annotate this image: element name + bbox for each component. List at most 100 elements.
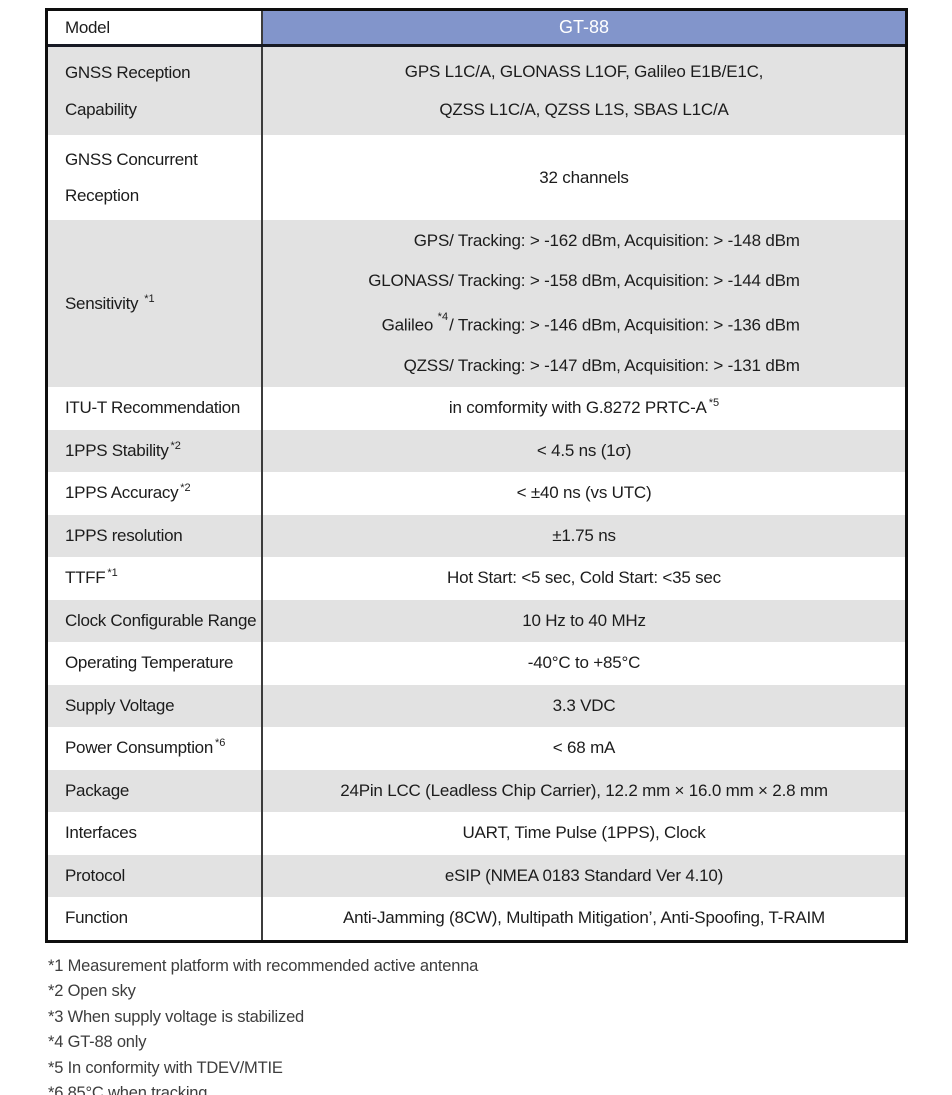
spec-value-cell: eSIP (NMEA 0183 Standard Ver 4.10) (263, 855, 905, 898)
spec-name-text: Protocol (65, 865, 125, 885)
spec-name-cell: Package (48, 769, 263, 812)
row-clock-configurable-range: Clock Configurable Range 10 Hz to 40 MHz (48, 599, 905, 642)
spec-name-text: 1PPS Stability (65, 440, 169, 460)
spec-name-cell: Interfaces (48, 812, 263, 855)
footnote-5: *5 In conformity with TDEV/MTIE (48, 1058, 283, 1077)
spec-name-text: GNSS Reception Capability (65, 63, 191, 119)
spec-value-text: in comformity with G.8272 PRTC-A (448, 398, 707, 418)
spec-name-text: Interfaces (65, 823, 137, 843)
galileo-line-post: / Tracking: > -146 dBm, Acquisition: > -… (449, 315, 800, 335)
spec-value-text: 10 Hz to 40 MHz (522, 610, 646, 630)
spec-value-text: < 4.5 ns (1σ) (536, 440, 632, 460)
footnote-2: *2 Open sky (48, 982, 136, 1000)
spec-name-cell: 1PPS Stability *2 (48, 429, 263, 472)
spec-value-cell: Anti-Jamming (8CW), Multipath Mitigation… (263, 897, 905, 940)
row-1pps-accuracy: 1PPS Accuracy *2 < ±40 ns (vs UTC) (48, 472, 905, 515)
spec-value-text: 24Pin LCC (Leadless Chip Carrier), 12.2 … (340, 780, 828, 800)
spec-value-text: eSIP (NMEA 0183 Standard Ver 4.10) (444, 865, 724, 885)
row-ttff: TTFF *1 Hot Start: <5 sec, Cold Start: <3… (48, 557, 905, 600)
spec-name-text: Operating Temperature (65, 653, 234, 673)
spec-name-cell: Power Consumption *6 (48, 727, 263, 770)
spec-name-text: 1PPS resolution (65, 525, 183, 545)
spec-value-text: 32 channels (539, 167, 629, 187)
spec-value-cell: < 68 mA (263, 727, 905, 770)
footnote-ref: *1 (107, 567, 118, 580)
spec-name-text: ITU-T Recommendation (65, 398, 241, 418)
spec-name-cell: Function (48, 897, 263, 940)
footnote-ref: *4 (437, 311, 449, 324)
spec-value-text: UART, Time Pulse (1PPS), Clock (462, 823, 706, 843)
spec-name-text: TTFF (65, 568, 106, 588)
footnote-ref: *2 (180, 482, 191, 495)
sensitivity-qzss-line: QZSS/ Tracking: > -147 dBm, Acquisition:… (403, 355, 800, 375)
spec-name-text: Clock Configurable Range (65, 610, 257, 630)
row-1pps-stability: 1PPS Stability *2 < 4.5 ns (1σ) (48, 429, 905, 472)
footnote-ref: *5 (708, 397, 720, 410)
row-sensitivity: Sensitivity *1 GPS/ Tracking: > -162 dBm,… (48, 220, 905, 387)
spec-value-text: ±1.75 ns (552, 525, 616, 545)
spec-name-text: GNSS Concurrent Reception (65, 149, 198, 205)
spec-value-text: Hot Start: <5 sec, Cold Start: <35 sec (447, 568, 721, 588)
spec-value-cell: in comformity with G.8272 PRTC-A *5 (263, 387, 905, 430)
model-header-label: Model (65, 17, 110, 37)
spec-value-cell: UART, Time Pulse (1PPS), Clock (263, 812, 905, 855)
spec-name-cell: 1PPS resolution (48, 514, 263, 557)
row-itut-recommendation: ITU-T Recommendation in comformity with … (48, 387, 905, 430)
spec-name-cell: GNSS Reception Capability (48, 47, 263, 135)
spec-value-cell: GPS L1C/A, GLONASS L1OF, Galileo E1B/E1C… (263, 47, 905, 135)
row-1pps-resolution: 1PPS resolution ±1.75 ns (48, 514, 905, 558)
spec-name-cell: Supply Voltage (48, 684, 263, 727)
row-interfaces: Interfaces UART, Time Pulse (1PPS), Cloc… (48, 812, 905, 855)
table-header-row: Model GT-88 (48, 11, 905, 47)
spec-value-text: -40°C to +85°C (527, 653, 641, 673)
spec-value-text: 3.3 VDC (552, 695, 616, 715)
spec-value-text: < 68 mA (552, 738, 616, 758)
spec-name-cell: Operating Temperature (48, 642, 263, 685)
spec-value-cell: 32 channels (263, 135, 905, 220)
footnote-1: *1 Measurement platform with recommended… (48, 956, 479, 975)
spec-name-cell: Protocol (48, 854, 263, 897)
spec-value-cell: -40°C to +85°C (263, 642, 905, 685)
row-power-consumption: Power Consumption *6 < 68 mA (48, 727, 905, 770)
spec-name-text: Sensitivity (65, 293, 139, 313)
footnote-6: *6 85°C when tracking (48, 1084, 208, 1095)
row-operating-temperature: Operating Temperature -40°C to +85°C (48, 642, 905, 685)
sensitivity-galileo-line: Galileo *4/ Tracking: > -146 dBm, Acquis… (368, 301, 800, 346)
spec-value-text: Anti-Jamming (8CW), Multipath Mitigation… (343, 908, 825, 928)
footnotes: *1 Measurement platform with recommended… (48, 954, 952, 1095)
spec-name-text: Package (65, 780, 130, 800)
footnote-ref: *1 (144, 292, 155, 305)
spec-name-text: Function (65, 908, 128, 928)
spec-name-text: Supply Voltage (65, 695, 175, 715)
sensitivity-values: GPS/ Tracking: > -162 dBm, Acquisition: … (368, 221, 800, 386)
row-package: Package 24Pin LCC (Leadless Chip Carrier… (48, 769, 905, 813)
spec-name-cell: Clock Configurable Range (48, 599, 263, 642)
spec-name-cell: 1PPS Accuracy *2 (48, 472, 263, 515)
spec-value-text: < ±40 ns (vs UTC) (516, 483, 652, 503)
spec-value-cell: 24Pin LCC (Leadless Chip Carrier), 12.2 … (263, 770, 905, 813)
spec-value-cell: GPS/ Tracking: > -162 dBm, Acquisition: … (263, 220, 905, 387)
galileo-line-pre: Galileo (381, 315, 438, 335)
footnote-4: *4 GT-88 only (48, 1033, 147, 1051)
spec-name-text: 1PPS Accuracy (65, 483, 179, 503)
footnote-3: *3 When supply voltage is stabilized (48, 1007, 305, 1026)
spec-name-cell: GNSS Concurrent Reception (48, 135, 263, 220)
row-gnss-reception-capability: GNSS Reception Capability GPS L1C/A, GLO… (48, 47, 905, 135)
row-protocol: Protocol eSIP (NMEA 0183 Standard Ver 4.… (48, 854, 905, 898)
spec-name-text: Power Consumption (65, 738, 213, 758)
spec-value-cell: < ±40 ns (vs UTC) (263, 472, 905, 515)
spec-value-cell: 3.3 VDC (263, 685, 905, 728)
spec-name-cell: ITU-T Recommendation (48, 387, 263, 430)
spec-value-cell: ±1.75 ns (263, 515, 905, 558)
row-gnss-concurrent-reception: GNSS Concurrent Reception 32 channels (48, 135, 905, 220)
spec-table: Model GT-88 GNSS Reception Capability GP… (45, 8, 908, 943)
row-supply-voltage: Supply Voltage 3.3 VDC (48, 684, 905, 728)
spec-name-cell: TTFF *1 (48, 557, 263, 600)
spec-value-lines: GPS L1C/A, GLONASS L1OF, Galileo E1B/E1C… (404, 53, 764, 129)
footnote-ref: *2 (170, 439, 181, 452)
model-name-text: GT-88 (558, 17, 610, 37)
spec-value-line: QZSS L1C/A, QZSS L1S, SBAS L1C/A (439, 100, 729, 119)
sensitivity-glonass-line: GLONASS/ Tracking: > -158 dBm, Acquisiti… (368, 271, 800, 291)
spec-value-line: GPS L1C/A, GLONASS L1OF, Galileo E1B/E1C… (404, 62, 764, 81)
